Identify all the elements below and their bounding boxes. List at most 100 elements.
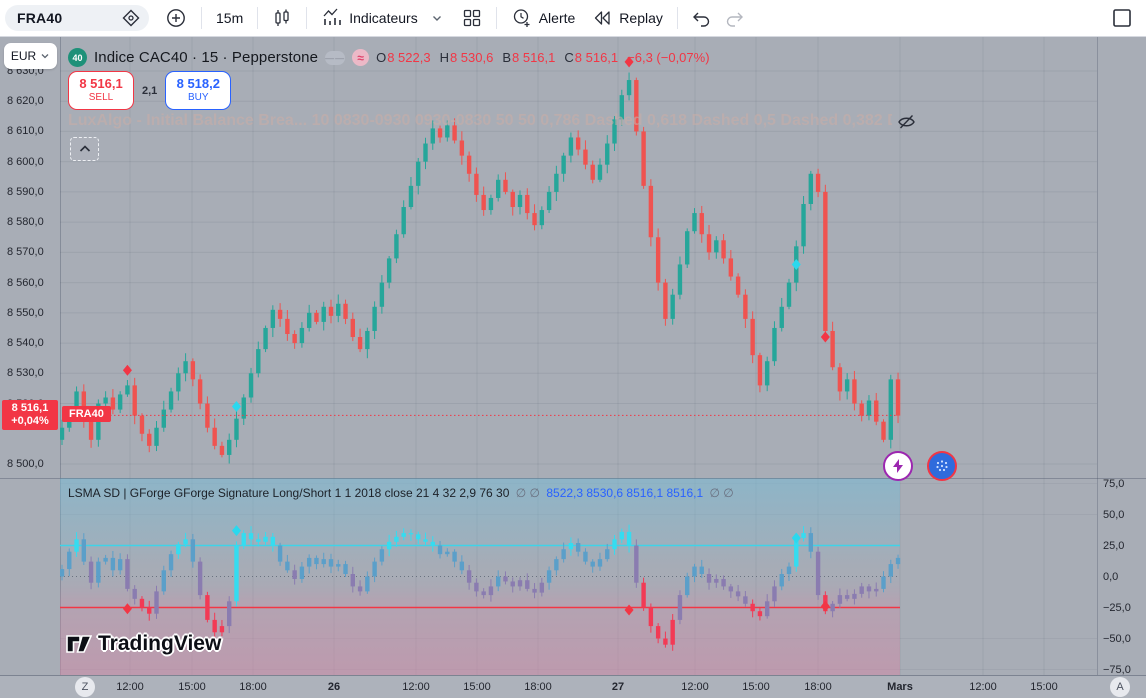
oscillator-tick-label: −50,0 <box>1103 632 1131 645</box>
indicators-button[interactable]: Indicateurs <box>313 4 425 32</box>
chart-canvas[interactable] <box>60 36 1097 675</box>
fullscreen-icon[interactable] <box>1110 6 1134 30</box>
toolbar-separator <box>257 7 259 29</box>
time-axis-separator <box>0 675 1146 676</box>
toolbar-separator <box>676 7 678 29</box>
price-axis-separator <box>60 36 61 675</box>
oscillator-tick-label: 0,0 <box>1103 570 1119 583</box>
compare-add-button[interactable] <box>157 4 195 32</box>
symbol-label: FRA40 <box>17 10 63 26</box>
indicators-templates-button[interactable] <box>426 4 448 32</box>
chevron-up-icon <box>79 145 90 152</box>
oscillator-tick-label: 25,0 <box>1103 539 1125 552</box>
sell-button[interactable]: 8 516,1 SELL <box>68 71 134 110</box>
toolbar-separator <box>306 7 308 29</box>
tradingview-logo[interactable]: TradingView <box>66 632 221 656</box>
indicators-label: Indicateurs <box>349 10 418 26</box>
symbol-search-input[interactable]: FRA40 <box>5 5 149 31</box>
interval-button[interactable]: 15m <box>208 4 251 32</box>
undo-button[interactable] <box>684 4 718 32</box>
legend-flag-icon[interactable]: ≈ <box>352 49 370 66</box>
change-value: −6,3 (−0,07%) <box>627 50 710 65</box>
candles-icon <box>275 9 289 26</box>
collapse-legend-button[interactable] <box>70 137 99 161</box>
lightning-icon <box>893 459 903 473</box>
replay-button[interactable]: Replay <box>583 4 671 32</box>
chevron-down-icon <box>41 54 49 59</box>
auto-scale-button[interactable]: A <box>1110 677 1130 697</box>
alert-label: Alerte <box>538 10 576 26</box>
close-value: 8 516,1 <box>574 50 619 65</box>
indicators-icon <box>323 8 342 25</box>
time-tick-label: Mars <box>887 681 913 693</box>
time-tick-label: 26 <box>327 681 341 693</box>
legend-title[interactable]: Indice CAC40 · 15 · Pepperstone <box>94 49 319 66</box>
top-toolbar: FRA40 15m <box>0 0 1146 37</box>
symbol-logo-badge: 40 <box>68 48 87 67</box>
spread-value: 2,1 <box>142 84 158 97</box>
dotted-globe-icon <box>936 460 948 472</box>
redo-icon <box>726 12 743 27</box>
time-tick-label: 12:00 <box>116 681 144 693</box>
time-tick-label: 15:00 <box>178 681 206 693</box>
high-value: 8 530,6 <box>449 50 494 65</box>
time-tick-label: 27 <box>611 681 625 693</box>
alert-button[interactable]: Alerte <box>503 4 584 32</box>
currency-selector[interactable]: EUR <box>4 43 57 69</box>
time-tick-label: 12:00 <box>681 681 709 693</box>
price-tick-label: 8 540,0 <box>7 337 44 350</box>
right-axis-separator <box>1097 36 1098 675</box>
toolbar-separator <box>201 7 202 29</box>
alert-clock-icon <box>513 9 530 27</box>
oscillator-tick-label: −75,0 <box>1103 663 1131 676</box>
tradingview-mark-icon <box>66 635 92 653</box>
time-tick-label: 18:00 <box>524 681 552 693</box>
price-tick-label: 8 500,0 <box>7 458 44 470</box>
order-panel: 8 516,1 SELL 2,1 8 518,2 BUY <box>68 71 232 110</box>
layout-grid-button[interactable] <box>454 4 490 32</box>
grid-icon <box>463 9 480 27</box>
price-tick-label: 8 560,0 <box>7 276 44 289</box>
toolbar-separator <box>495 7 497 29</box>
interval-label: 15m <box>216 10 244 26</box>
buy-button[interactable]: 8 518,2 BUY <box>165 71 232 110</box>
hidden-indicator-row[interactable]: LuxAlgo - Initial Balance Brea... 10 083… <box>68 112 892 129</box>
time-tick-label: 18:00 <box>804 681 832 693</box>
price-tick-label: 8 580,0 <box>7 216 44 229</box>
chevron-down-icon <box>432 16 441 21</box>
open-value: 8 522,3 <box>387 50 431 65</box>
pane-separator[interactable] <box>0 478 1146 479</box>
price-tick-label: 8 590,0 <box>7 185 44 198</box>
legend-more-icon[interactable]: ―― <box>325 50 346 65</box>
eye-slash-icon[interactable] <box>897 113 916 131</box>
low-value: 8 516,1 <box>512 50 556 65</box>
oscillator-tick-label: −25,0 <box>1103 601 1131 614</box>
time-tick-label: 15:00 <box>1030 681 1058 693</box>
current-price-axis-label: 8 516,1 +0,04% <box>2 400 58 431</box>
price-tick-label: 8 530,0 <box>7 367 44 380</box>
oscillator-tick-label: 50,0 <box>1103 508 1125 521</box>
legend-row: 40 Indice CAC40 · 15 · Pepperstone ―― ≈ … <box>68 48 710 67</box>
time-axis[interactable] <box>0 676 1146 698</box>
price-tick-label: 8 620,0 <box>7 95 44 108</box>
replay-label: Replay <box>619 10 663 26</box>
diamond-eye-icon <box>122 9 140 27</box>
redo-button[interactable] <box>718 4 752 32</box>
chart-style-button[interactable] <box>264 4 300 32</box>
oscillator-header[interactable]: LSMA SD | GForge GForge Signature Long/S… <box>68 486 734 500</box>
timezone-button[interactable]: Z <box>75 677 95 697</box>
time-tick-label: 18:00 <box>239 681 267 693</box>
community-badge-button[interactable] <box>927 451 957 481</box>
quick-trade-button[interactable] <box>883 451 913 481</box>
oscillator-tick-label: 75,0 <box>1103 477 1125 490</box>
price-line-symbol-tag: FRA40 <box>62 406 111 423</box>
oscillator-values: 8522,3 8530,6 8516,1 8516,1 <box>546 486 704 500</box>
currency-label: EUR <box>10 49 37 63</box>
time-tick-label: 12:00 <box>402 681 430 693</box>
time-tick-label: 12:00 <box>969 681 997 693</box>
time-tick-label: 15:00 <box>742 681 770 693</box>
price-tick-label: 8 600,0 <box>7 155 44 168</box>
ohlc-values: O8 522,3 H8 530,6 B8 516,1 C8 516,1 −6,3… <box>376 50 710 65</box>
price-tick-label: 8 570,0 <box>7 246 44 259</box>
